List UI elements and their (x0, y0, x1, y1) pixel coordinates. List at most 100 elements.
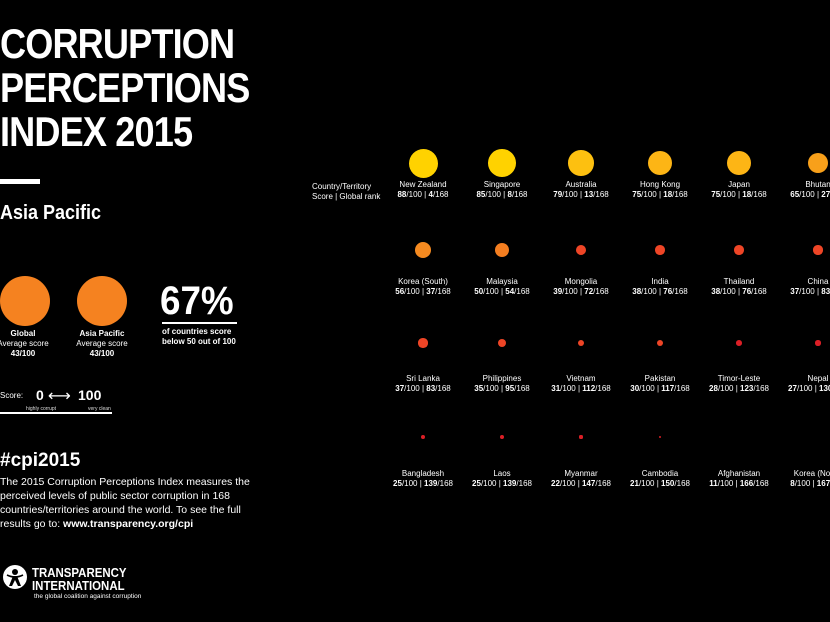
country-score-dot (414, 241, 432, 259)
country-name: New Zealand (399, 180, 447, 189)
country-score-rank: 11/100 | 166/168 (684, 479, 794, 489)
country-rank-total: /168 (674, 479, 690, 488)
country-score: 65 (790, 190, 800, 199)
country-score: 39 (553, 287, 563, 296)
score-scale-min-label: highly corrupt (26, 406, 57, 412)
country-score-rank: 75/100 | 18/168 (684, 190, 794, 200)
country-score-rank: 25/100 | 139/168 (447, 479, 557, 489)
country-rank: 83 (821, 287, 830, 296)
country-score-dot (488, 149, 516, 177)
global-average-label: Global Average score 43/100 (0, 329, 58, 359)
country-rank: 166 (739, 479, 754, 488)
country-score-rank: 39/100 | 72/168 (526, 287, 636, 297)
country-name: Australia (565, 180, 597, 189)
country-rank: 37 (426, 287, 436, 296)
country-rank: 83 (426, 384, 436, 393)
country-name: Hong Kong (639, 180, 681, 189)
country-score-max: /100 | (559, 479, 583, 488)
percentage-value: 67% (160, 279, 234, 323)
country-name: Korea (North) (793, 469, 830, 478)
country-name: Korea (South) (398, 277, 448, 286)
country-rank-total: /168 (435, 384, 451, 393)
country-score-dot (648, 151, 672, 175)
country-rank: 117 (661, 384, 675, 393)
country-rank: 54 (505, 287, 515, 296)
country-name: Malaysia (486, 277, 518, 286)
country-name: China (807, 277, 829, 286)
country-score-rank: 38/100 | 76/168 (605, 287, 715, 297)
country-score-rank: 30/100 | 117/168 (605, 384, 715, 394)
country-score-max: /100 | (404, 287, 427, 296)
country-score: 75 (711, 190, 721, 199)
country-score: 75 (632, 190, 642, 199)
legend-header: Country/Territory Score | Global rank (312, 182, 380, 202)
country-score: 50 (474, 287, 484, 296)
country-rank-total: /168 (437, 479, 453, 488)
country-rank: 18 (742, 190, 752, 199)
country-score-rank: 56/100 | 37/168 (368, 287, 478, 297)
region-heading: Asia Pacific (0, 202, 102, 224)
results-link[interactable]: www.transparency.org/cpi (63, 518, 194, 530)
country-score-rank: 38/100 | 76/168 (684, 287, 794, 297)
country-score: 37 (395, 384, 405, 393)
asia-pacific-average-label: Asia Pacific Average score 43/100 (67, 329, 137, 359)
country-rank: 147 (582, 479, 596, 488)
country-score-max: /100 | (641, 287, 664, 296)
global-average-sub: Average score (0, 339, 49, 348)
country-name: Japan (728, 180, 750, 189)
country-score-max: /100 | (717, 479, 740, 488)
country-rank-total: /168 (753, 479, 769, 488)
country-name: Vietnam (566, 374, 596, 383)
country-name: Myanmar (564, 469, 598, 478)
score-scale-max: 100 (78, 387, 102, 403)
country-name: Laos (493, 469, 511, 478)
title-divider (0, 179, 40, 184)
percentage-desc-line-2: below 50 out of 100 (162, 337, 236, 346)
country-score: 35 (474, 384, 484, 393)
country-score-dot (658, 435, 662, 439)
country-score-rank: 21/100 | 150/168 (605, 479, 715, 489)
score-scale (0, 384, 112, 414)
country-name: Bangladesh (401, 469, 445, 478)
country-score-dot (577, 339, 585, 347)
country-score-rank: 28/100 | 123/168 (684, 384, 794, 394)
asia-pacific-average-title: Asia Pacific (79, 329, 125, 338)
country-score: 25 (393, 479, 402, 488)
country-rank: 139 (503, 479, 517, 488)
country-score-rank: 50/100 | 54/168 (447, 287, 557, 297)
country-score: 38 (711, 287, 721, 296)
country-score-dot (727, 151, 751, 175)
title-line-1: CORRUPTION (0, 20, 235, 67)
percentage-description: of countries score below 50 out of 100 (162, 327, 272, 347)
country-rank: 123 (740, 384, 754, 393)
country-score-dot (655, 245, 665, 255)
country-name: Sri Lanka (406, 374, 440, 383)
country-score-dot (734, 245, 744, 255)
country-rank: 139 (424, 479, 438, 488)
country-rank: 18 (663, 190, 673, 199)
country-score-dot (494, 242, 510, 258)
country-rank: 13 (584, 190, 594, 199)
country-score-dot (656, 339, 664, 347)
country-score-rank: 27/100 | 130/168 (763, 384, 830, 394)
country-rank: 72 (584, 287, 594, 296)
country-name: Singapore (483, 180, 521, 189)
country-score-rank: 25/100 | 139/168 (368, 479, 478, 489)
country-score: 28 (709, 384, 718, 393)
global-average-score: 43/100 (10, 349, 36, 358)
country-score-dot (420, 434, 426, 440)
country-score: 27 (788, 384, 797, 393)
country-rank-total: /168 (753, 384, 769, 393)
country-score: 25 (472, 479, 481, 488)
country-rank-total: /168 (751, 287, 767, 296)
country-score-rank: 88/100 | 4/168 (368, 190, 478, 200)
global-average-title: Global (10, 329, 36, 338)
country-rank: 95 (505, 384, 515, 393)
country-rank: 27 (821, 190, 830, 199)
score-scale-label: Score: (0, 391, 24, 400)
country-rank-total: /168 (593, 287, 609, 296)
index-description-text: The 2015 Corruption Perceptions Index me… (0, 476, 250, 530)
country-score-dot (579, 435, 583, 439)
country-rank-total: /168 (751, 190, 767, 199)
country-score-rank: 85/100 | 8/168 (447, 190, 557, 200)
